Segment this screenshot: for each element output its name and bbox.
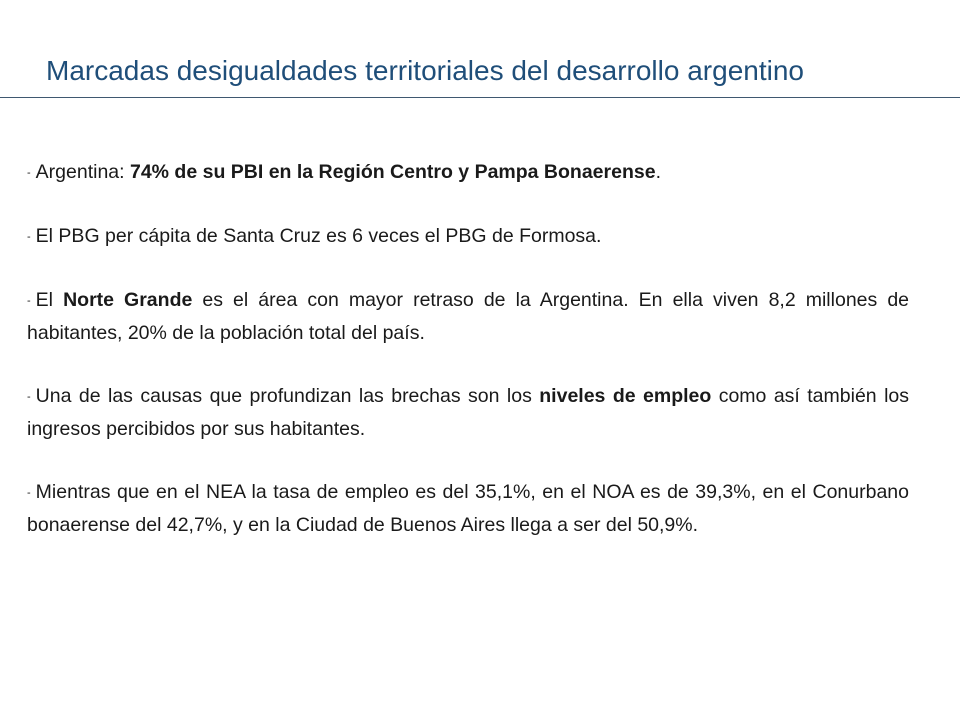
bullet-dash: - (27, 391, 31, 403)
bullet-dash: - (27, 295, 31, 307)
bullet-text-bold: niveles de empleo (539, 385, 712, 407)
bullet-text: Argentina: (35, 161, 130, 183)
bullet-dash: - (27, 231, 31, 243)
bullet-text-bold: 74% de su PBI en la Región Centro y Pamp… (129, 161, 656, 183)
bullet-text: . (655, 161, 661, 183)
title-divider (0, 97, 960, 98)
bullet-item-pbg-ratio: - El PBG per cápita de Santa Cruz es 6 ve… (27, 220, 909, 253)
slide-title: Marcadas desigualdades territoriales del… (46, 54, 804, 86)
bullet-text: Una de las causas que profundizan las br… (35, 385, 540, 407)
bullet-text: El PBG per cápita de Santa Cruz es 6 vec… (35, 225, 602, 247)
bullet-text: Mientras que en el NEA la tasa de empleo… (27, 481, 909, 536)
bullet-dash: - (27, 167, 31, 179)
bullet-item-pbi-share: - Argentina: 74% de su PBI en la Región C… (27, 156, 909, 189)
bullet-text: es el área con mayor retraso de la Argen… (27, 289, 910, 344)
bullet-text-bold: Norte Grande (63, 289, 193, 311)
bullet-item-employment-rates: - Mientras que en el NEA la tasa de emple… (27, 476, 909, 541)
bullet-list: - Argentina: 74% de su PBI en la Región C… (27, 156, 909, 541)
bullet-item-norte-grande: - El Norte Grande es el área con mayor re… (27, 284, 909, 349)
bullet-item-employment-levels: - Una de las causas que profundizan las b… (27, 380, 909, 445)
bullet-dash: - (27, 487, 31, 499)
bullet-text: como así también los ingresos percibidos… (27, 385, 909, 440)
bullet-text: El (35, 289, 64, 311)
